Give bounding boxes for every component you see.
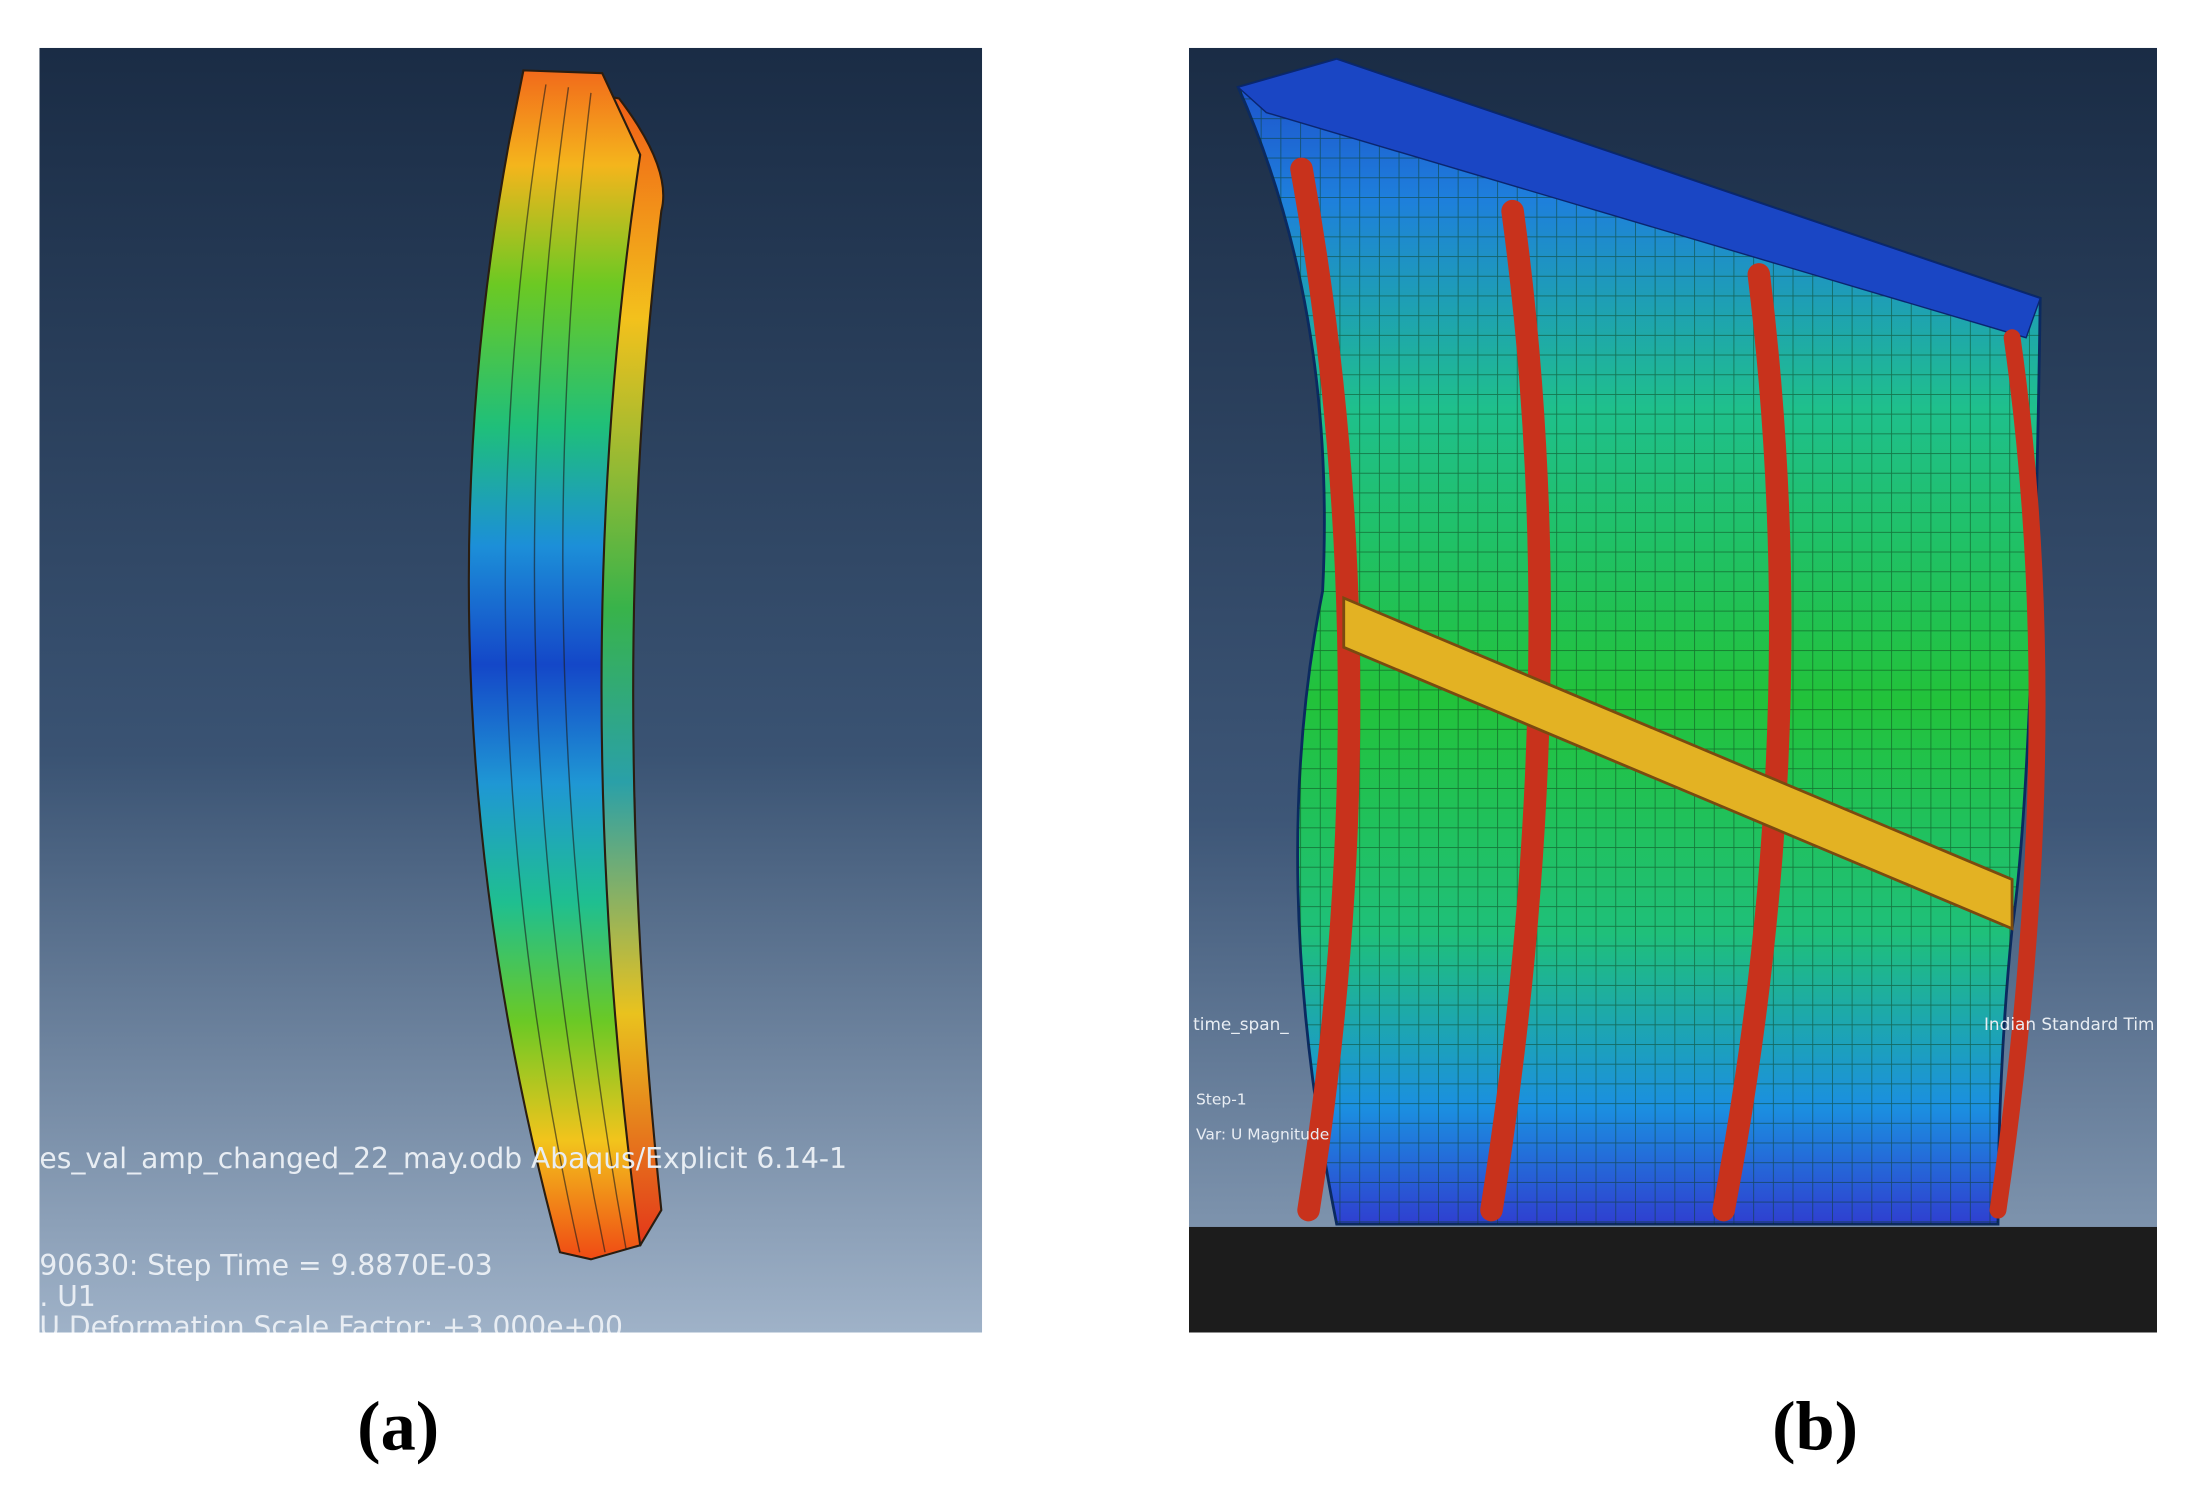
overlay-text: Indian Standard Tim (1984, 1014, 2155, 1034)
overlay-text: 90630: Step Time = 9.8870E-03 (39, 1249, 492, 1282)
panel-b: time_span_ Indian Standard Tim Step-1 Va… (1188, 47, 2158, 1333)
overlay-text: Var: U Magnitude (1196, 1126, 1329, 1144)
overlay-text: Step-1 (1196, 1091, 1247, 1109)
overlay-text: U Deformation Scale Factor: +3.000e+00 (39, 1311, 622, 1344)
panel-a: es_val_amp_changed_22_may.odb Abaqus/Exp… (39, 47, 983, 1344)
panel-label: (b) (1772, 1387, 1858, 1465)
overlay-text: time_span_ (1193, 1014, 1289, 1035)
panel-label: (a) (357, 1387, 439, 1465)
overlay-text: . U1 (39, 1280, 95, 1313)
overlay-text: es_val_amp_changed_22_may.odb Abaqus/Exp… (39, 1142, 847, 1175)
